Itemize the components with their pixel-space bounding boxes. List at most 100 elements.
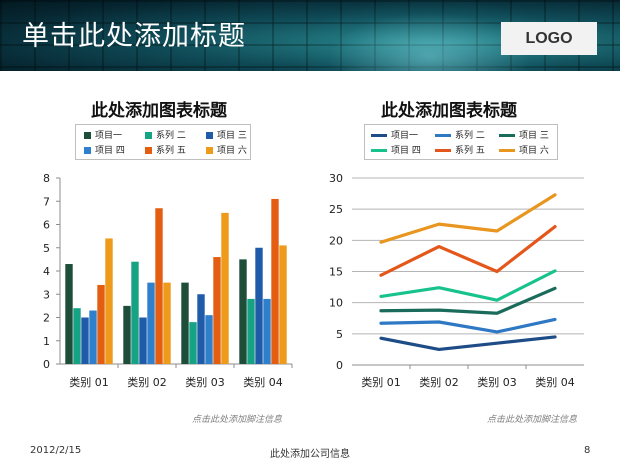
legend-swatch xyxy=(371,149,387,152)
line-chart-category-label: 类别 03 xyxy=(477,375,517,389)
bar-chart-category-label: 类别 04 xyxy=(243,375,283,389)
line-chart-category-label: 类别 02 xyxy=(419,375,459,389)
bar xyxy=(123,305,131,364)
legend-item-project-1: 项目一 xyxy=(84,128,122,141)
bar-chart-y-tick-label: 5 xyxy=(43,242,50,255)
bar xyxy=(155,208,163,364)
legend-label: 项目 三 xyxy=(519,131,549,141)
bar xyxy=(271,198,279,364)
legend-item-series-5: 系列 五 xyxy=(435,143,485,156)
bar-chart-y-tick-label: 3 xyxy=(43,288,50,301)
line-series xyxy=(379,317,557,334)
bar xyxy=(181,282,189,364)
bar-chart-category-label: 类别 02 xyxy=(127,375,167,389)
bar xyxy=(263,298,271,364)
line-series xyxy=(379,269,557,302)
legend-label: 系列 五 xyxy=(455,146,485,156)
bar xyxy=(81,317,89,364)
legend-swatch xyxy=(435,149,451,152)
legend-item-project-6: 项目 六 xyxy=(499,143,549,156)
bar xyxy=(163,282,171,364)
legend-swatch xyxy=(499,149,515,152)
line-series xyxy=(379,193,557,244)
bar xyxy=(105,238,113,364)
bar-chart-category-label: 类别 01 xyxy=(69,375,109,389)
bar-chart-y-tick-label: 6 xyxy=(43,219,50,232)
legend-label: 项目一 xyxy=(95,131,123,141)
bar xyxy=(239,259,247,364)
legend-item-project-6: 项目 六 xyxy=(206,143,247,156)
legend-item-series-2: 系列 二 xyxy=(435,128,485,141)
bar xyxy=(247,298,255,364)
bar xyxy=(279,245,287,364)
legend-label: 项目 三 xyxy=(217,131,247,141)
line-chart-y-tick-label: 10 xyxy=(329,297,343,310)
bar xyxy=(97,284,105,364)
line-chart-y-tick-label: 0 xyxy=(336,359,343,372)
line-chart-y-tick-label: 15 xyxy=(329,266,343,279)
bar xyxy=(65,264,73,364)
bar xyxy=(189,322,197,364)
bar-chart-y-tick-label: 2 xyxy=(43,312,50,325)
legend-label: 项目 四 xyxy=(95,146,125,156)
line-series xyxy=(379,225,557,277)
bar-chart-y-tick-label: 7 xyxy=(43,195,50,208)
legend-swatch xyxy=(206,132,213,139)
legend-item-project-3: 项目 三 xyxy=(206,128,247,141)
bar-chart-y-tick-label: 0 xyxy=(43,358,50,371)
bar-chart-y-tick-label: 4 xyxy=(43,265,50,278)
line-chart-footnote[interactable]: 点击此处添加脚注信息 xyxy=(487,415,578,425)
bar xyxy=(255,247,263,364)
bar xyxy=(89,310,97,364)
legend-label: 项目 四 xyxy=(391,146,421,156)
bar-chart-y-tick-label: 1 xyxy=(43,335,50,348)
bar-chart-footnote[interactable]: 点击此处添加脚注信息 xyxy=(192,415,283,425)
bar xyxy=(197,294,205,364)
legend-label: 系列 五 xyxy=(156,146,186,156)
line-chart-y-tick-label: 5 xyxy=(336,328,343,341)
legend-label: 项目 六 xyxy=(519,146,549,156)
legend-swatch xyxy=(206,147,213,154)
line-chart-legend: 项目一 系列 二 项目 三 项目 四 系列 五 项目 六 xyxy=(364,124,558,160)
bar xyxy=(73,308,81,364)
legend-label: 系列 二 xyxy=(455,131,485,141)
footer-page-number[interactable]: 8 xyxy=(584,445,591,456)
slide-title[interactable]: 单击此处添加标题 xyxy=(22,21,246,52)
legend-item-project-1: 项目一 xyxy=(371,128,418,141)
line-chart-title[interactable]: 此处添加图表标题 xyxy=(381,101,517,121)
bar xyxy=(139,317,147,364)
bar xyxy=(147,282,155,364)
line-chart-y-tick-label: 30 xyxy=(329,172,343,185)
line-chart-y-tick-label: 25 xyxy=(329,203,343,216)
footer-company[interactable]: 此处添加公司信息 xyxy=(270,449,350,460)
bar-chart-y-tick-label: 8 xyxy=(43,172,50,185)
line-chart-y-tick-label: 20 xyxy=(329,234,343,247)
logo-placeholder[interactable]: LOGO xyxy=(501,22,597,55)
legend-swatch xyxy=(84,147,91,154)
legend-label: 系列 二 xyxy=(156,131,186,141)
bar xyxy=(131,261,139,364)
bar xyxy=(205,315,213,364)
legend-swatch xyxy=(435,134,451,137)
legend-swatch xyxy=(84,132,91,139)
legend-label: 项目一 xyxy=(391,131,419,141)
bar-chart-category-label: 类别 03 xyxy=(185,375,225,389)
legend-swatch xyxy=(371,134,387,137)
line-series xyxy=(379,286,557,315)
legend-item-project-4: 项目 四 xyxy=(371,143,421,156)
legend-swatch xyxy=(145,147,152,154)
legend-item-project-3: 项目 三 xyxy=(499,128,549,141)
bar xyxy=(213,257,221,364)
footer-date[interactable]: 2012/2/15 xyxy=(30,445,82,456)
legend-item-series-5: 系列 五 xyxy=(145,143,186,156)
legend-swatch xyxy=(499,134,515,137)
legend-item-series-2: 系列 二 xyxy=(145,128,186,141)
legend-item-project-4: 项目 四 xyxy=(84,143,125,156)
line-series xyxy=(379,335,557,352)
bar-chart-title[interactable]: 此处添加图表标题 xyxy=(91,101,227,121)
legend-label: 项目 六 xyxy=(217,146,247,156)
slide-header: 单击此处添加标题 LOGO xyxy=(0,0,620,71)
line-chart-category-label: 类别 01 xyxy=(361,375,401,389)
bar xyxy=(221,212,229,364)
